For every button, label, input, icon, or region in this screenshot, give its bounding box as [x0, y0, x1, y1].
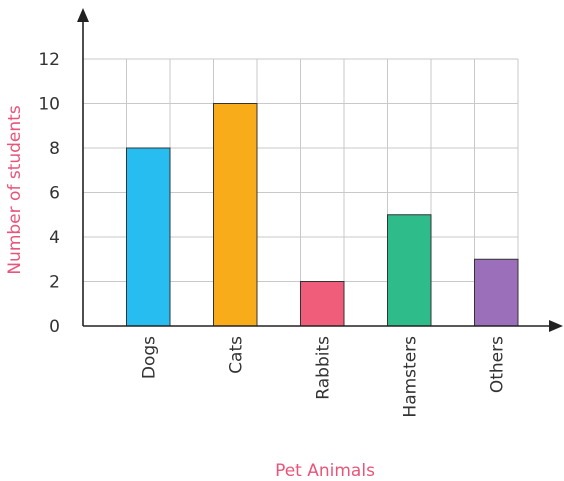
y-tick-label: 8 [49, 139, 60, 159]
y-tick-label: 6 [49, 184, 60, 204]
category-label: Cats [226, 336, 246, 374]
bar-hamsters [387, 214, 432, 327]
y-tick-label: 4 [49, 228, 60, 248]
bars [126, 103, 519, 327]
y-axis-title: Number of students [5, 105, 25, 274]
y-tick-label: 0 [49, 317, 60, 337]
category-label: Rabbits [313, 336, 333, 400]
bar-dogs [126, 147, 171, 327]
bar-others [474, 258, 519, 327]
y-axis-arrow-icon [77, 8, 89, 22]
category-label: Hamsters [400, 336, 420, 418]
x-category-labels: Dogs Cats Rabbits Hamsters Others [139, 336, 507, 418]
y-tick-labels: 0 2 4 6 8 10 12 [38, 50, 60, 337]
bar-cats [213, 103, 258, 327]
y-tick-label: 12 [38, 50, 60, 70]
axes [77, 8, 563, 332]
x-axis-arrow-icon [549, 320, 563, 332]
y-tick-label: 10 [38, 95, 60, 115]
y-tick-label: 2 [49, 273, 60, 293]
category-label: Dogs [139, 336, 159, 379]
category-label: Others [487, 336, 507, 393]
bar-rabbits [300, 281, 345, 327]
x-axis-title: Pet Animals [275, 461, 375, 481]
